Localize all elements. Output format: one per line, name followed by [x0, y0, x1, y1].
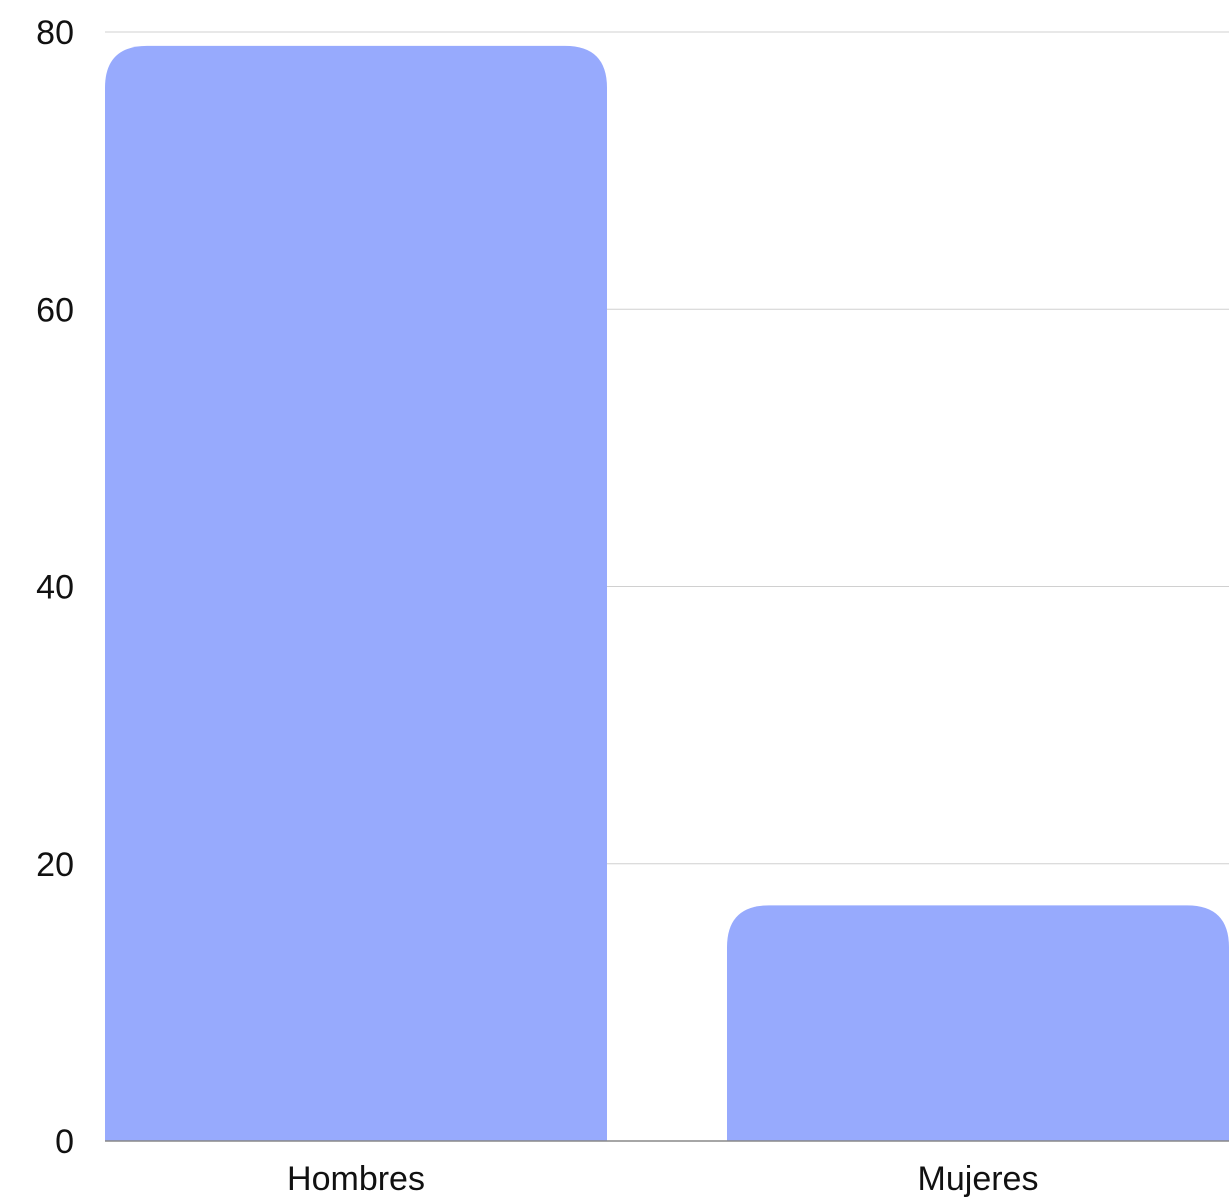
y-tick-label: 60: [36, 291, 74, 329]
y-tick-label: 40: [36, 569, 74, 607]
x-tick-label-mujeres: Mujeres: [918, 1160, 1039, 1198]
y-tick-label: 20: [36, 846, 74, 884]
x-tick-labels: Hombres Mujeres: [287, 1160, 1038, 1198]
x-tick-label-hombres: Hombres: [287, 1160, 425, 1198]
y-tick-label: 0: [55, 1123, 74, 1161]
y-tick-labels: 0 20 40 60 80: [36, 14, 74, 1161]
bar-hombres: [105, 45, 607, 1141]
bars: [105, 45, 1229, 1141]
bar-mujeres: [727, 905, 1229, 1141]
y-tick-label: 80: [36, 14, 74, 52]
